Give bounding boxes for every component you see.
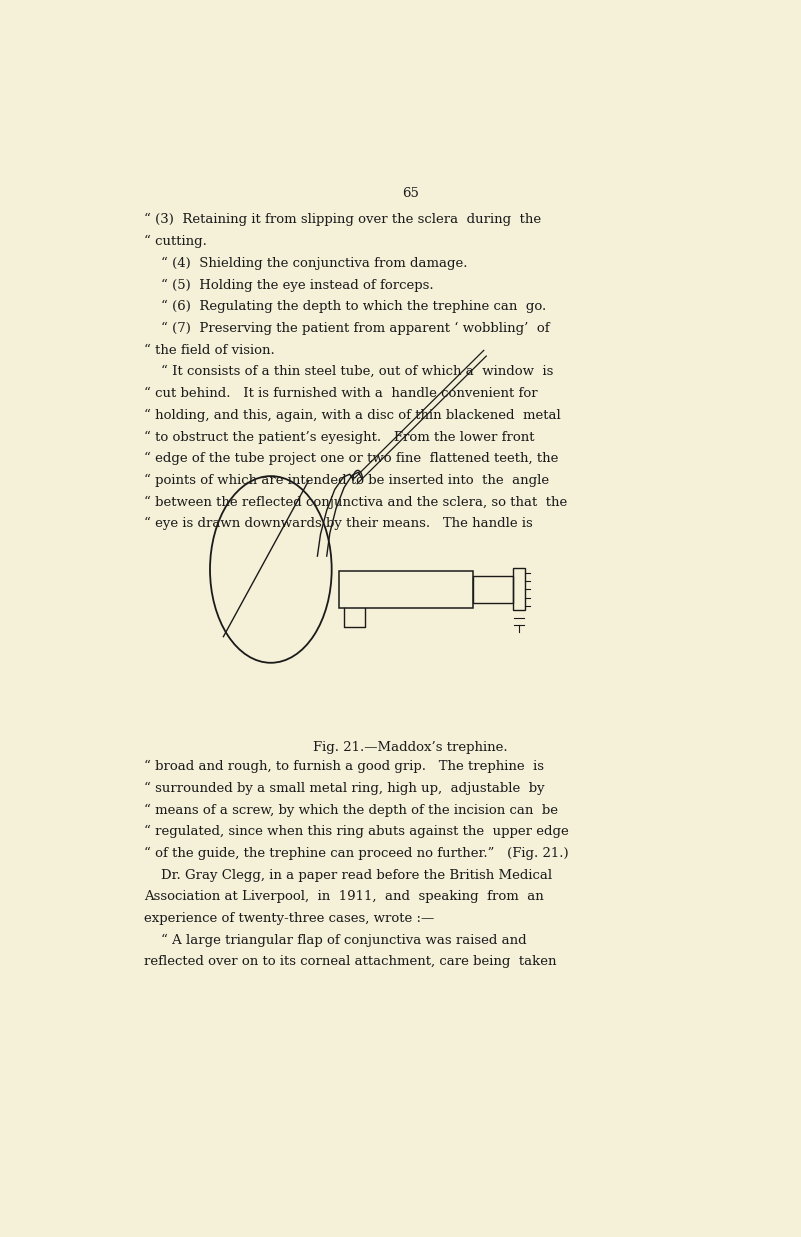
- Text: “ A large triangular flap of conjunctiva was raised and: “ A large triangular flap of conjunctiva…: [143, 934, 526, 946]
- Text: “ means of a screw, by which the depth of the incision can  be: “ means of a screw, by which the depth o…: [143, 803, 557, 816]
- Text: “ between the reflected conjunctiva and the sclera, so that  the: “ between the reflected conjunctiva and …: [143, 496, 567, 508]
- Text: Fig. 21.—Maddox’s trephine.: Fig. 21.—Maddox’s trephine.: [313, 741, 508, 753]
- Text: “ points of which are intended to be inserted into  the  angle: “ points of which are intended to be ins…: [143, 474, 549, 487]
- Text: “ (3)  Retaining it from slipping over the sclera  during  the: “ (3) Retaining it from slipping over th…: [143, 213, 541, 226]
- Text: “ (5)  Holding the eye instead of forceps.: “ (5) Holding the eye instead of forceps…: [143, 278, 433, 292]
- Text: “ (4)  Shielding the conjunctiva from damage.: “ (4) Shielding the conjunctiva from dam…: [143, 256, 467, 270]
- Bar: [513, 569, 525, 610]
- Text: “ cutting.: “ cutting.: [143, 235, 207, 249]
- Text: Dr. Gray Clegg, in a paper read before the British Medical: Dr. Gray Clegg, in a paper read before t…: [143, 868, 552, 882]
- Text: reflected over on to its corneal attachment, care being  taken: reflected over on to its corneal attachm…: [143, 955, 556, 969]
- Text: “ (6)  Regulating the depth to which the trephine can  go.: “ (6) Regulating the depth to which the …: [143, 301, 545, 313]
- Bar: [473, 576, 513, 602]
- Text: “ eye is drawn downwards by their means.   The handle is: “ eye is drawn downwards by their means.…: [143, 517, 533, 531]
- Text: “ the field of vision.: “ the field of vision.: [143, 344, 274, 356]
- Text: “ to obstruct the patient’s eyesight.   From the lower front: “ to obstruct the patient’s eyesight. Fr…: [143, 430, 534, 444]
- Text: “ broad and rough, to furnish a good grip.   The trephine  is: “ broad and rough, to furnish a good gri…: [143, 760, 544, 773]
- Text: “ surrounded by a small metal ring, high up,  adjustable  by: “ surrounded by a small metal ring, high…: [143, 782, 544, 795]
- Text: “ regulated, since when this ring abuts against the  upper edge: “ regulated, since when this ring abuts …: [143, 825, 569, 839]
- Text: “ cut behind.   It is furnished with a  handle convenient for: “ cut behind. It is furnished with a han…: [143, 387, 537, 400]
- Text: “ of the guide, the trephine can proceed no further.”   (Fig. 21.): “ of the guide, the trephine can proceed…: [143, 847, 568, 860]
- Text: “ It consists of a thin steel tube, out of which a  window  is: “ It consists of a thin steel tube, out …: [143, 365, 553, 379]
- Text: 65: 65: [402, 187, 419, 199]
- Text: Association at Liverpool,  in  1911,  and  speaking  from  an: Association at Liverpool, in 1911, and s…: [143, 891, 543, 903]
- Text: “ holding, and this, again, with a disc of thin blackened  metal: “ holding, and this, again, with a disc …: [143, 408, 561, 422]
- Text: “ edge of the tube project one or two fine  flattened teeth, the: “ edge of the tube project one or two fi…: [143, 452, 558, 465]
- Text: “ (7)  Preserving the patient from apparent ‘ wobbling’  of: “ (7) Preserving the patient from appare…: [143, 322, 549, 335]
- Bar: [339, 571, 473, 607]
- Text: experience of twenty-three cases, wrote :—: experience of twenty-three cases, wrote …: [143, 912, 434, 925]
